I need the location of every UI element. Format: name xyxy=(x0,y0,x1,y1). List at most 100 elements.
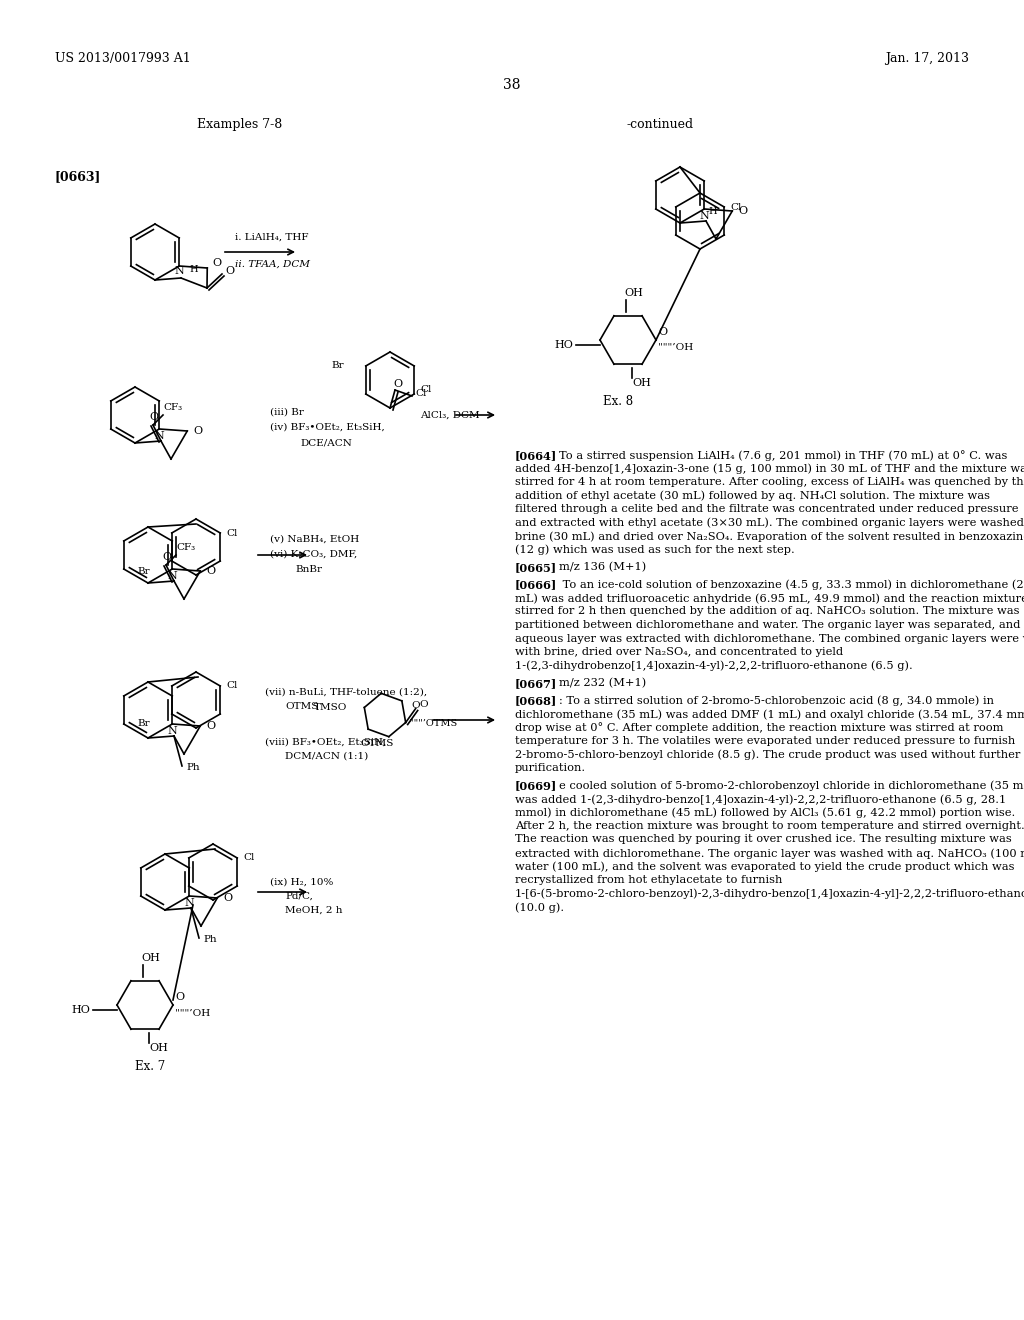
Text: O: O xyxy=(206,721,215,731)
Text: Pd/C,: Pd/C, xyxy=(285,892,313,902)
Text: O: O xyxy=(738,206,748,216)
Text: stirred for 4 h at room temperature. After cooling, excess of LiAlH₄ was quenche: stirred for 4 h at room temperature. Aft… xyxy=(515,477,1024,487)
Text: aqueous layer was extracted with dichloromethane. The combined organic layers we: aqueous layer was extracted with dichlor… xyxy=(515,634,1024,644)
Text: [0667]: [0667] xyxy=(515,678,557,689)
Text: [0665]: [0665] xyxy=(515,562,557,573)
Text: Cl: Cl xyxy=(415,388,426,397)
Text: filtered through a celite bed and the filtrate was concentrated under reduced pr: filtered through a celite bed and the fi… xyxy=(515,504,1019,513)
Text: OH: OH xyxy=(150,1043,168,1053)
Text: DCE/ACN: DCE/ACN xyxy=(300,438,352,447)
Text: temperature for 3 h. The volatiles were evaporated under reduced pressure to fur: temperature for 3 h. The volatiles were … xyxy=(515,737,1015,746)
Text: [0666]: [0666] xyxy=(515,579,557,590)
Text: N: N xyxy=(167,572,177,581)
Text: OH: OH xyxy=(141,953,160,964)
Text: H: H xyxy=(189,265,198,275)
Text: e cooled solution of 5-bromo-2-chlorobenzoyl chloride in dichloromethane (35 mL): e cooled solution of 5-bromo-2-chloroben… xyxy=(559,780,1024,791)
Text: O: O xyxy=(206,566,215,576)
Text: DCM/ACN (1:1): DCM/ACN (1:1) xyxy=(285,752,369,762)
Text: O: O xyxy=(411,701,420,710)
Text: mmol) in dichloromethane (45 mL) followed by AlCl₃ (5.61 g, 42.2 mmol) portion w: mmol) in dichloromethane (45 mL) followe… xyxy=(515,808,1015,818)
Text: OTMS: OTMS xyxy=(360,739,393,748)
Text: (10.0 g).: (10.0 g). xyxy=(515,902,564,912)
Text: O: O xyxy=(194,426,203,436)
Text: 2-bromo-5-chloro-benzoyl chloride (8.5 g). The crude product was used without fu: 2-bromo-5-chloro-benzoyl chloride (8.5 g… xyxy=(515,750,1020,760)
Text: ii. TFAA, DCM: ii. TFAA, DCM xyxy=(234,260,310,269)
Text: i. LiAlH₄, THF: i. LiAlH₄, THF xyxy=(234,234,308,242)
Text: Jan. 17, 2013: Jan. 17, 2013 xyxy=(885,51,969,65)
Text: dichloromethane (35 mL) was added DMF (1 mL) and oxalyl chloride (3.54 mL, 37.4 : dichloromethane (35 mL) was added DMF (1… xyxy=(515,709,1024,719)
Text: O: O xyxy=(150,412,158,422)
Text: extracted with dichloromethane. The organic layer was washed with aq. NaHCO₃ (10: extracted with dichloromethane. The orga… xyxy=(515,847,1024,858)
Text: O: O xyxy=(393,379,402,389)
Text: Ex. 7: Ex. 7 xyxy=(135,1060,165,1073)
Text: Cl: Cl xyxy=(244,854,255,862)
Text: N: N xyxy=(174,267,184,276)
Text: US 2013/0017993 A1: US 2013/0017993 A1 xyxy=(55,51,190,65)
Text: Cl: Cl xyxy=(420,385,432,395)
Text: OH: OH xyxy=(632,378,651,388)
Text: [0669]: [0669] xyxy=(515,780,557,792)
Text: and extracted with ethyl acetate (3×30 mL). The combined organic layers were was: and extracted with ethyl acetate (3×30 m… xyxy=(515,517,1024,528)
Text: MeOH, 2 h: MeOH, 2 h xyxy=(285,906,342,915)
Text: with brine, dried over Na₂SO₄, and concentrated to yield: with brine, dried over Na₂SO₄, and conce… xyxy=(515,647,843,657)
Text: m/z 136 (M+1): m/z 136 (M+1) xyxy=(559,562,646,573)
Text: After 2 h, the reaction mixture was brought to room temperature and stirred over: After 2 h, the reaction mixture was brou… xyxy=(515,821,1024,832)
Text: was added 1-(2,3-dihydro-benzo[1,4]oxazin-4-yl)-2,2,2-trifluoro-ethanone (6.5 g,: was added 1-(2,3-dihydro-benzo[1,4]oxazi… xyxy=(515,795,1007,805)
Text: added 4H-benzo[1,4]oxazin-3-one (15 g, 100 mmol) in 30 mL of THF and the mixture: added 4H-benzo[1,4]oxazin-3-one (15 g, 1… xyxy=(515,463,1024,474)
Text: (v) NaBH₄, EtOH: (v) NaBH₄, EtOH xyxy=(270,535,359,544)
Text: (iii) Br: (iii) Br xyxy=(270,408,304,417)
Text: N: N xyxy=(699,211,709,220)
Text: HO: HO xyxy=(554,341,573,350)
Text: m/z 232 (M+1): m/z 232 (M+1) xyxy=(559,678,646,688)
Text: [0668]: [0668] xyxy=(515,696,557,706)
Text: H: H xyxy=(708,207,717,216)
Text: addition of ethyl acetate (30 mL) followed by aq. NH₄Cl solution. The mixture wa: addition of ethyl acetate (30 mL) follow… xyxy=(515,491,990,502)
Text: N: N xyxy=(184,898,194,908)
Text: N: N xyxy=(167,726,177,737)
Text: recrystallized from hot ethylacetate to furnish: recrystallized from hot ethylacetate to … xyxy=(515,875,782,884)
Text: Br: Br xyxy=(331,362,344,371)
Text: OTMS: OTMS xyxy=(285,702,318,711)
Text: Cl: Cl xyxy=(226,681,238,690)
Text: Cl: Cl xyxy=(226,528,238,537)
Text: 1-(2,3-dihydrobenzo[1,4]oxazin-4-yl)-2,2,2-trifluoro-ethanone (6.5 g).: 1-(2,3-dihydrobenzo[1,4]oxazin-4-yl)-2,2… xyxy=(515,660,912,671)
Text: Br: Br xyxy=(137,566,150,576)
Text: Ph: Ph xyxy=(186,763,200,772)
Text: The reaction was quenched by pouring it over crushed ice. The resulting mixture : The reaction was quenched by pouring it … xyxy=(515,834,1012,845)
Text: O: O xyxy=(223,894,232,903)
Text: """’OH: """’OH xyxy=(658,343,693,352)
Text: O: O xyxy=(420,700,428,709)
Text: [0663]: [0663] xyxy=(55,170,101,183)
Text: water (100 mL), and the solvent was evaporated to yield the crude product which : water (100 mL), and the solvent was evap… xyxy=(515,862,1015,873)
Text: To an ice-cold solution of benzoxazine (4.5 g, 33.3 mmol) in dichloromethane (25: To an ice-cold solution of benzoxazine (… xyxy=(559,579,1024,590)
Text: Ph: Ph xyxy=(203,936,217,945)
Text: purification.: purification. xyxy=(515,763,586,774)
Text: Br: Br xyxy=(137,719,150,729)
Text: -continued: -continued xyxy=(627,117,693,131)
Text: To a stirred suspension LiAlH₄ (7.6 g, 201 mmol) in THF (70 mL) at 0° C. was: To a stirred suspension LiAlH₄ (7.6 g, 2… xyxy=(559,450,1008,461)
Text: Examples 7-8: Examples 7-8 xyxy=(198,117,283,131)
Text: N: N xyxy=(155,432,164,441)
Text: (12 g) which was used as such for the next step.: (12 g) which was used as such for the ne… xyxy=(515,544,795,556)
Text: mL) was added trifluoroacetic anhydride (6.95 mL, 49.9 mmol) and the reaction mi: mL) was added trifluoroacetic anhydride … xyxy=(515,593,1024,603)
Text: CF₃: CF₃ xyxy=(163,403,182,412)
Text: """’OH: """’OH xyxy=(175,1008,210,1018)
Text: O: O xyxy=(212,257,221,268)
Text: (vi) K₂CO₃, DMF,: (vi) K₂CO₃, DMF, xyxy=(270,550,357,558)
Text: stirred for 2 h then quenched by the addition of aq. NaHCO₃ solution. The mixtur: stirred for 2 h then quenched by the add… xyxy=(515,606,1020,616)
Text: Ex. 8: Ex. 8 xyxy=(603,395,633,408)
Text: : To a stirred solution of 2-bromo-5-chlorobenzoic acid (8 g, 34.0 mmole) in: : To a stirred solution of 2-bromo-5-chl… xyxy=(559,696,994,706)
Text: HO: HO xyxy=(71,1005,90,1015)
Text: BnBr: BnBr xyxy=(295,565,322,574)
Text: (ix) H₂, 10%: (ix) H₂, 10% xyxy=(270,878,334,887)
Text: (vii) n-BuLi, THF-toluene (1:2),: (vii) n-BuLi, THF-toluene (1:2), xyxy=(265,688,427,697)
Text: OH: OH xyxy=(624,288,643,298)
Text: CF₃: CF₃ xyxy=(176,543,196,552)
Text: (viii) BF₃•OEt₂, Et₃SiH,: (viii) BF₃•OEt₂, Et₃SiH, xyxy=(265,738,386,747)
Text: drop wise at 0° C. After complete addition, the reaction mixture was stirred at : drop wise at 0° C. After complete additi… xyxy=(515,722,1004,734)
Text: Cl: Cl xyxy=(730,202,741,211)
Text: AlCl₃, DCM: AlCl₃, DCM xyxy=(420,411,479,420)
Text: O: O xyxy=(658,327,667,337)
Text: """’OTMS: """’OTMS xyxy=(409,718,458,727)
Text: TMSO: TMSO xyxy=(313,702,347,711)
